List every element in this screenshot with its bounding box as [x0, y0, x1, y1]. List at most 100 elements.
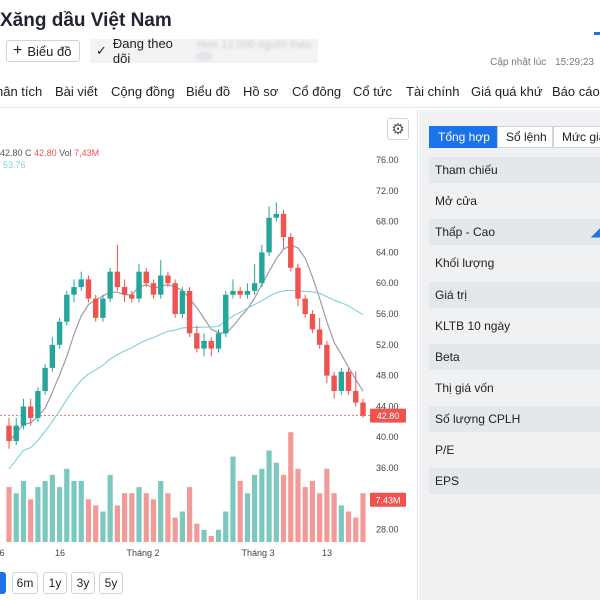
price-chart[interactable]: 76.00 72.00 68.00 64.00 60.00 56.00 52.00 48.00… [0, 110, 418, 572]
chart-button-label: Biểu đồ [27, 43, 72, 59]
summary-row-pe: P/E [429, 437, 600, 463]
candle-body [186, 290, 193, 334]
gear-icon[interactable]: ⚙ [387, 118, 409, 140]
volume-bar [129, 493, 135, 542]
row-label: Số lượng CPLH [435, 412, 521, 426]
tab-price-levels[interactable]: Mức giá [553, 126, 600, 148]
chart-legend: 42.80 C 42.80 Vol 7,43M [0, 148, 99, 158]
tab-analysis[interactable]: hân tích [0, 84, 43, 99]
candle-body [27, 406, 34, 418]
candle-body [338, 371, 345, 391]
follow-button[interactable]: ✓ Đang theo dõi Hơn 12.000 người theo dõ… [90, 36, 318, 66]
candle-body [201, 340, 207, 349]
range-button-active[interactable] [0, 572, 6, 594]
y-tick-label: 68.00 [376, 217, 399, 227]
edge-accent [594, 32, 600, 35]
tab-finance[interactable]: Tài chính [406, 84, 460, 99]
chart-panel [0, 110, 418, 600]
candle-body [259, 252, 265, 284]
tab-reports[interactable]: Báo cáo [552, 84, 600, 99]
y-tick-label: 76.00 [376, 155, 399, 165]
volume-bar [136, 487, 142, 542]
volume-bar [179, 511, 185, 542]
tab-order-book[interactable]: Sổ lệnh [497, 126, 553, 148]
y-tick-label: 40.00 [376, 432, 399, 442]
row-label: Thị giá vốn [435, 381, 494, 395]
summary-row-beta: Beta [429, 344, 600, 370]
volume-bar [93, 505, 99, 542]
volume-bar [309, 481, 316, 542]
volume-bar [208, 535, 214, 542]
candle-body [136, 271, 142, 299]
follow-note: Hơn 12.000 người theo dõi [196, 39, 312, 63]
volume-bar [13, 493, 19, 542]
volume-bar [215, 529, 222, 542]
chart-button[interactable]: + Biểu đồ [6, 40, 80, 62]
candle-body [158, 275, 164, 295]
volume-bar [201, 529, 207, 542]
candle-body [13, 425, 19, 442]
candle-body [309, 314, 316, 330]
candle-body [251, 283, 258, 291]
candle-body [78, 279, 84, 288]
tab-articles[interactable]: Bài viết [55, 84, 98, 99]
candle-body [295, 267, 301, 299]
legend-c-label: C [25, 148, 32, 158]
row-label: Thấp - Cao [435, 225, 496, 239]
volume-bar [172, 517, 178, 542]
volume-bar [295, 468, 301, 542]
row-label: Beta [435, 350, 460, 364]
tab-shareholders[interactable]: Cổ đông [292, 84, 342, 99]
y-tick-label: 48.00 [376, 371, 399, 381]
legend-c-value: 42.80 [34, 148, 57, 158]
volume-bar [252, 474, 258, 542]
volume-bar [230, 456, 236, 542]
range-button-1y[interactable]: 1y [43, 572, 67, 594]
candle-body [92, 298, 99, 318]
volume-tag [370, 492, 406, 507]
candle-body [165, 275, 171, 284]
main-nav: hân tích Bài viết Cộng đồng Biểu đồ Hồ s… [0, 78, 600, 108]
range-button-6m[interactable]: 6m [12, 572, 38, 594]
row-label: Khối lượng [435, 256, 495, 270]
legend-vol-label: Vol [59, 148, 72, 158]
volume-bar [64, 468, 70, 542]
range-button-3y[interactable]: 3y [71, 572, 95, 594]
volume-bar [121, 493, 128, 542]
candle-body [353, 391, 359, 403]
volume-bar [259, 468, 265, 542]
legend-vol-value: 7,43M [74, 148, 100, 158]
candle-body [223, 294, 229, 334]
candle-body [179, 290, 186, 314]
candle-body [316, 329, 323, 345]
ma-slow-line [8, 289, 364, 470]
x-tick-label: 6 [0, 548, 5, 558]
y-tick-label: 72.00 [376, 186, 399, 196]
volume-bar [244, 493, 251, 542]
volume-bar [114, 505, 120, 542]
summary-row-open: Mở cửa [429, 188, 600, 214]
volume-bar [56, 487, 63, 542]
volume-bar [107, 474, 113, 542]
range-button-5y[interactable]: 5y [99, 572, 123, 594]
candle-body [345, 371, 352, 391]
volume-bar [223, 511, 229, 542]
tab-price-history[interactable]: Giá quá khứ [471, 84, 543, 99]
tab-chart[interactable]: Biểu đồ [186, 84, 231, 99]
volume-bar [317, 493, 323, 542]
tab-profile[interactable]: Hồ sơ [243, 84, 279, 99]
volume-bar [360, 493, 366, 542]
y-tick-label: 64.00 [376, 247, 399, 257]
tab-dividends[interactable]: Cổ tức [353, 84, 393, 99]
candle-body [49, 344, 56, 368]
candle-body [360, 402, 366, 416]
y-tick-label: 56.00 [376, 309, 399, 319]
volume-bar [194, 523, 200, 542]
summary-row-market-cap: Thị giá vốn [429, 375, 600, 401]
summary-row-value: Giá trị [429, 282, 600, 308]
last-price-tag [370, 408, 406, 423]
tab-summary[interactable]: Tổng hợp [429, 126, 497, 148]
volume-bar [288, 432, 294, 542]
summary-row-volume: Khối lượng [429, 250, 600, 276]
tab-community[interactable]: Cộng đồng [111, 84, 175, 99]
